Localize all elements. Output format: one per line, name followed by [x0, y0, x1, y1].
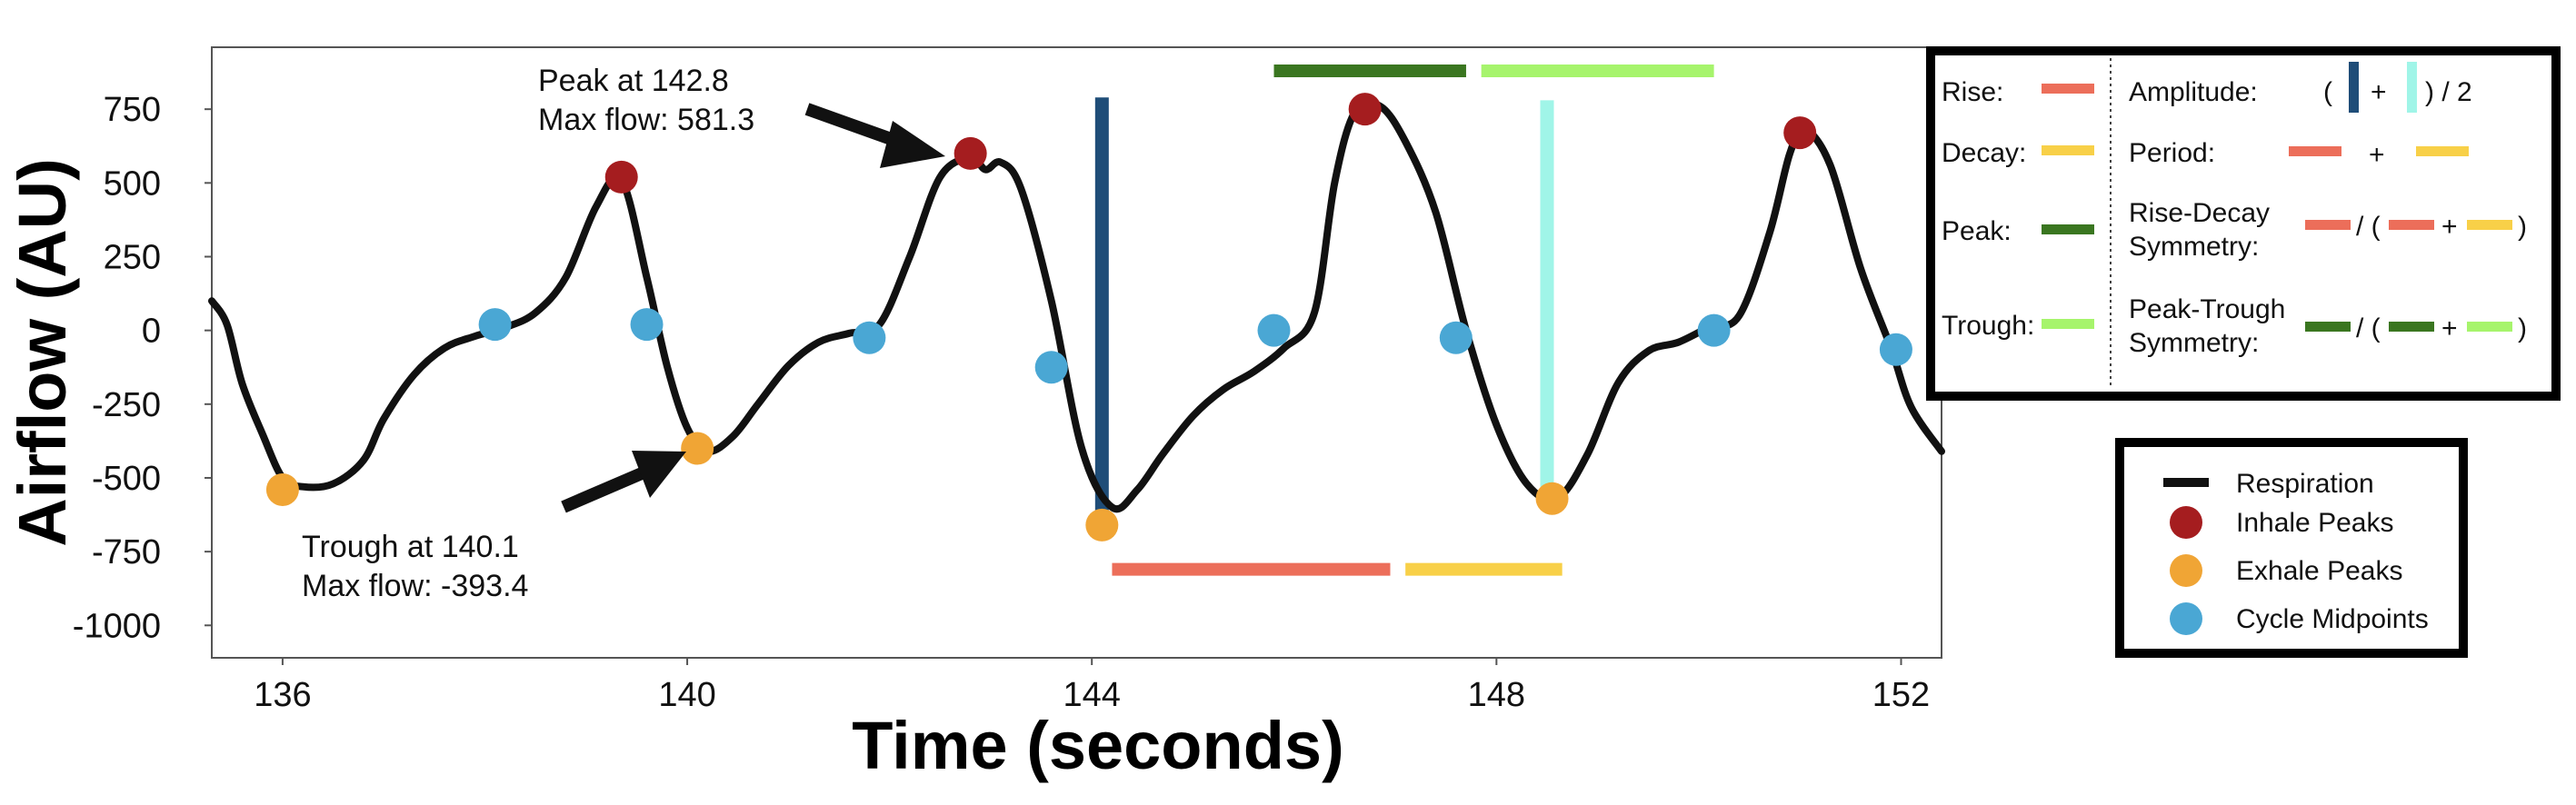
y-axis-title: Airflow (AU): [5, 158, 80, 547]
legend-amplitude-label: Amplitude:: [2129, 77, 2258, 107]
trough-annotation-line-1: Trough at 140.1: [302, 530, 519, 564]
legend-amplitude-close: ) / 2: [2425, 77, 2472, 107]
cycle-midpoint-marker: [1879, 333, 1912, 366]
inhale-peak-marker: [1783, 116, 1817, 150]
peak-annotation: Peak at 142.8 Max flow: 581.3: [538, 64, 945, 168]
plot-frame: [211, 46, 1942, 659]
legend-amplitude-open: (: [2323, 77, 2332, 107]
cycle-midpoint-marker: [1697, 313, 1731, 347]
legend-amplitude-light-swatch: [2407, 62, 2417, 113]
inhale-peak-marker: [604, 160, 638, 194]
legend-trough-label: Trough:: [1942, 311, 2034, 341]
peak-annotation-arrow-head: [880, 121, 945, 168]
legend-decay-swatch: [2042, 145, 2094, 155]
legend-rise-label: Rise:: [1942, 77, 2003, 107]
peak-annotation-line-1: Peak at 142.8: [538, 64, 729, 98]
legend-pts-peak-swatch: [2305, 322, 2351, 332]
legend-respiration-label: Respiration: [2236, 469, 2374, 499]
x-ticks: 136 140 144 148 152: [254, 658, 1930, 714]
legend-amplitude-dark-swatch: [2349, 62, 2359, 113]
exhale-peak-marker: [265, 472, 299, 506]
y-tick-label: 750: [104, 91, 161, 129]
x-axis-title: Time (seconds): [852, 708, 1343, 783]
x-tick-label: 144: [1063, 676, 1120, 714]
exhale-peak-marker: [1535, 482, 1569, 515]
legend-period-plus: +: [2369, 140, 2385, 170]
cycle-midpoint-marker: [630, 308, 664, 342]
inhale-peak-marker: [954, 136, 987, 170]
y-tick-label: 500: [104, 164, 161, 203]
legend-rds-rise-swatch-2: [2389, 220, 2434, 230]
cycle-midpoint-marker: [853, 321, 886, 354]
peak-annotation-line-2: Max flow: 581.3: [538, 103, 754, 137]
legend-pts-peak-swatch-2: [2389, 322, 2434, 332]
legend-rds-plus: +: [2441, 212, 2458, 242]
metrics-legend: Rise: Decay: Peak: Trough: Amplitude: ( …: [1926, 46, 2561, 401]
legend-rds-div: / (: [2356, 212, 2381, 242]
x-tick-label: 136: [254, 676, 311, 714]
legend-rds-rise-swatch: [2305, 220, 2351, 230]
legend-trough-swatch: [2042, 319, 2094, 329]
legend-peak-trough-symmetry-label-2: Symmetry:: [2129, 328, 2259, 358]
markers: [265, 93, 1912, 542]
legend-peak-trough-symmetry-label-1: Peak-Trough: [2129, 294, 2285, 324]
legend-period-decay-swatch: [2416, 146, 2469, 156]
y-tick-label: 250: [104, 238, 161, 276]
y-ticks: 750 500 250 0 -250 -500 -750 -1000: [73, 91, 212, 645]
legend-pts-trough-swatch: [2467, 322, 2512, 332]
cycle-midpoint-marker: [478, 308, 512, 342]
legend-exhale-peaks-swatch: [2170, 554, 2202, 587]
legend-rise-swatch: [2042, 84, 2094, 94]
legend-rise-decay-symmetry-label-1: Rise-Decay: [2129, 198, 2270, 228]
legend-pts-div: / (: [2356, 313, 2381, 343]
legend-peak-swatch: [2042, 224, 2094, 234]
series-legend: Respiration Inhale Peaks Exhale Peaks Cy…: [2115, 438, 2468, 658]
inhale-peak-marker: [1348, 93, 1382, 126]
exhale-peak-marker: [681, 432, 714, 465]
legend-cycle-midpoints-swatch: [2170, 602, 2202, 635]
legend-inhale-peaks-swatch: [2170, 506, 2202, 539]
y-tick-label: -500: [92, 460, 161, 498]
legend-rise-decay-symmetry-label-2: Symmetry:: [2129, 232, 2259, 262]
y-tick-label: -750: [92, 533, 161, 571]
series-legend-frame: [2115, 438, 2468, 658]
y-tick-label: 0: [142, 313, 161, 351]
x-tick-label: 148: [1468, 676, 1525, 714]
legend-pts-plus: +: [2441, 313, 2458, 343]
metric-segments: [1094, 64, 1714, 576]
legend-exhale-peaks-label: Exhale Peaks: [2236, 556, 2402, 586]
exhale-peak-marker: [1085, 508, 1119, 542]
x-tick-label: 140: [658, 676, 715, 714]
metrics-legend-frame: [1926, 46, 2561, 401]
legend-decay-label: Decay:: [1942, 138, 2026, 168]
y-tick-label: -1000: [73, 607, 161, 645]
trough-annotation: Trough at 140.1 Max flow: -393.4: [302, 451, 686, 603]
legend-peak-label: Peak:: [1942, 216, 2012, 246]
legend-amplitude-plus: +: [2371, 77, 2387, 107]
cycle-midpoint-marker: [1034, 351, 1068, 384]
respiration-line: [208, 98, 1945, 513]
legend-rds-decay-swatch: [2467, 220, 2512, 230]
legend-pts-close: ): [2518, 313, 2527, 343]
legend-cycle-midpoints-label: Cycle Midpoints: [2236, 604, 2429, 634]
trough-annotation-arrow-shaft: [561, 462, 657, 513]
trough-annotation-line-2: Max flow: -393.4: [302, 569, 528, 603]
legend-period-rise-swatch: [2289, 146, 2341, 156]
x-tick-label: 152: [1872, 676, 1930, 714]
y-tick-label: -250: [92, 386, 161, 424]
legend-rds-close: ): [2518, 212, 2527, 242]
trough-annotation-arrow-head: [632, 451, 686, 498]
cycle-midpoint-marker: [1439, 321, 1473, 354]
legend-respiration-swatch: [2163, 478, 2209, 487]
legend-inhale-peaks-label: Inhale Peaks: [2236, 508, 2393, 538]
legend-period-label: Period:: [2129, 138, 2215, 168]
cycle-midpoint-marker: [1257, 313, 1291, 347]
